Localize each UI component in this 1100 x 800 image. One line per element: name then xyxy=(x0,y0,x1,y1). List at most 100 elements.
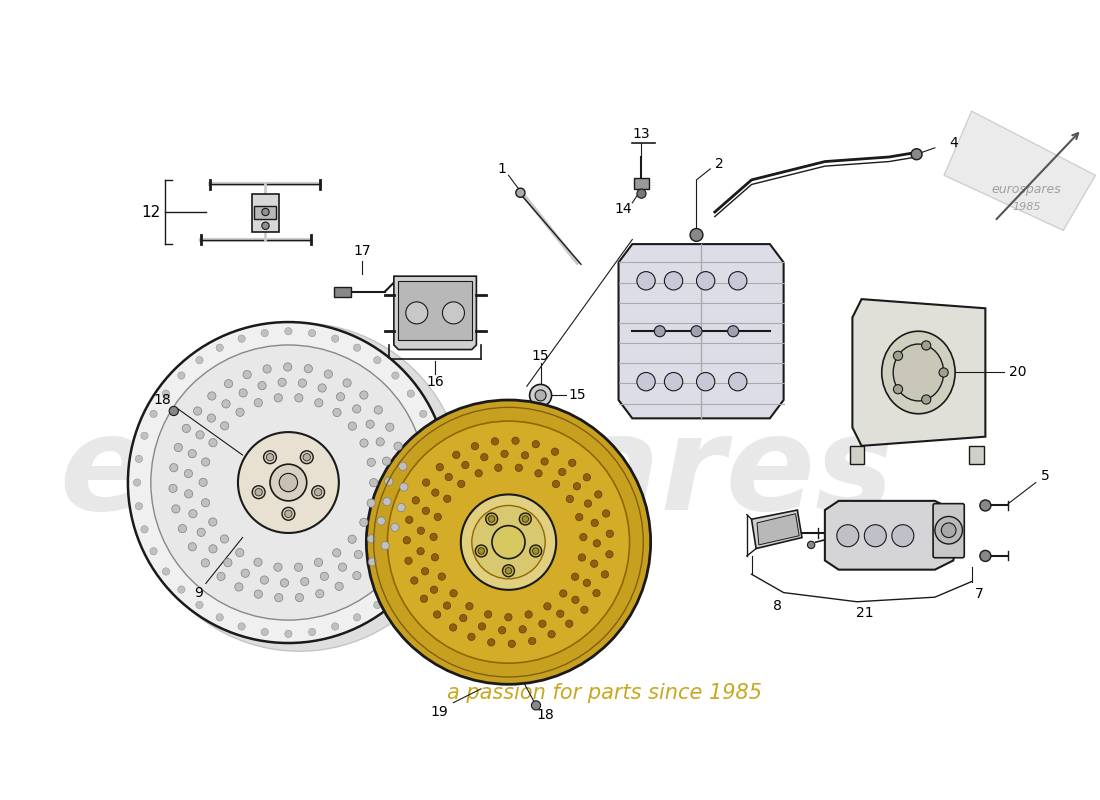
Circle shape xyxy=(295,594,304,602)
Circle shape xyxy=(606,530,614,538)
Circle shape xyxy=(360,439,368,447)
Circle shape xyxy=(349,422,356,430)
Circle shape xyxy=(194,407,201,415)
Polygon shape xyxy=(852,299,986,446)
Circle shape xyxy=(238,335,245,342)
Circle shape xyxy=(552,480,560,488)
Circle shape xyxy=(300,578,309,586)
Circle shape xyxy=(337,393,344,401)
Circle shape xyxy=(239,389,248,397)
Circle shape xyxy=(412,497,419,504)
Circle shape xyxy=(571,573,579,581)
Circle shape xyxy=(353,614,361,621)
Ellipse shape xyxy=(893,344,944,401)
Circle shape xyxy=(163,568,169,575)
Circle shape xyxy=(429,526,436,533)
Circle shape xyxy=(434,455,441,462)
Circle shape xyxy=(532,548,539,554)
Circle shape xyxy=(434,502,441,510)
Ellipse shape xyxy=(135,323,463,651)
Circle shape xyxy=(398,462,407,470)
Circle shape xyxy=(541,458,548,465)
Circle shape xyxy=(481,454,488,461)
Circle shape xyxy=(664,272,683,290)
Circle shape xyxy=(443,495,451,502)
Text: 16: 16 xyxy=(427,374,444,389)
Text: 17: 17 xyxy=(353,245,371,258)
Circle shape xyxy=(311,486,324,498)
Circle shape xyxy=(637,272,656,290)
Circle shape xyxy=(515,464,522,471)
Circle shape xyxy=(199,478,207,486)
Circle shape xyxy=(278,378,286,386)
Circle shape xyxy=(498,626,506,634)
Circle shape xyxy=(458,480,465,487)
Circle shape xyxy=(348,535,356,543)
Circle shape xyxy=(279,474,298,492)
Circle shape xyxy=(892,525,914,546)
Circle shape xyxy=(285,327,293,335)
Circle shape xyxy=(201,458,210,466)
Circle shape xyxy=(728,373,747,391)
Circle shape xyxy=(478,548,484,554)
Circle shape xyxy=(500,450,508,458)
Circle shape xyxy=(390,523,399,531)
Circle shape xyxy=(410,577,418,584)
Circle shape xyxy=(333,408,341,417)
Circle shape xyxy=(150,410,157,418)
Text: 9: 9 xyxy=(194,586,204,599)
Text: 21: 21 xyxy=(856,606,873,620)
Circle shape xyxy=(367,534,375,543)
Circle shape xyxy=(241,569,250,578)
Polygon shape xyxy=(825,501,958,570)
Circle shape xyxy=(316,590,323,598)
Circle shape xyxy=(488,516,495,522)
Circle shape xyxy=(315,489,322,496)
Circle shape xyxy=(295,394,302,402)
Circle shape xyxy=(169,484,177,493)
Circle shape xyxy=(392,586,399,594)
Circle shape xyxy=(386,423,394,431)
Polygon shape xyxy=(751,510,802,549)
Circle shape xyxy=(696,373,715,391)
Circle shape xyxy=(263,365,272,373)
Circle shape xyxy=(516,188,525,198)
Text: a passion for parts since 1985: a passion for parts since 1985 xyxy=(448,683,762,703)
Circle shape xyxy=(591,560,598,567)
Circle shape xyxy=(368,558,376,566)
Circle shape xyxy=(183,424,190,433)
Circle shape xyxy=(377,517,385,525)
Circle shape xyxy=(519,626,526,633)
Circle shape xyxy=(185,470,192,478)
Circle shape xyxy=(521,452,529,459)
Circle shape xyxy=(438,573,446,580)
Circle shape xyxy=(318,384,327,392)
Circle shape xyxy=(243,370,251,378)
Circle shape xyxy=(216,614,223,621)
Circle shape xyxy=(452,451,460,458)
Circle shape xyxy=(942,523,956,538)
Circle shape xyxy=(557,610,564,618)
Circle shape xyxy=(559,468,565,476)
Polygon shape xyxy=(618,244,783,418)
Circle shape xyxy=(532,441,539,448)
Polygon shape xyxy=(944,111,1096,230)
Circle shape xyxy=(188,542,197,551)
Circle shape xyxy=(405,557,412,565)
Text: 15: 15 xyxy=(531,349,549,363)
Circle shape xyxy=(573,482,581,490)
Circle shape xyxy=(539,620,546,627)
Text: 18: 18 xyxy=(537,707,554,722)
Circle shape xyxy=(261,628,268,636)
Circle shape xyxy=(189,510,197,518)
FancyBboxPatch shape xyxy=(849,446,865,464)
Circle shape xyxy=(584,500,592,507)
Circle shape xyxy=(394,442,403,450)
Circle shape xyxy=(430,586,438,594)
FancyBboxPatch shape xyxy=(634,178,649,189)
Circle shape xyxy=(939,368,948,377)
Circle shape xyxy=(478,622,486,630)
Circle shape xyxy=(580,534,587,541)
Circle shape xyxy=(422,507,429,514)
Circle shape xyxy=(865,525,887,546)
